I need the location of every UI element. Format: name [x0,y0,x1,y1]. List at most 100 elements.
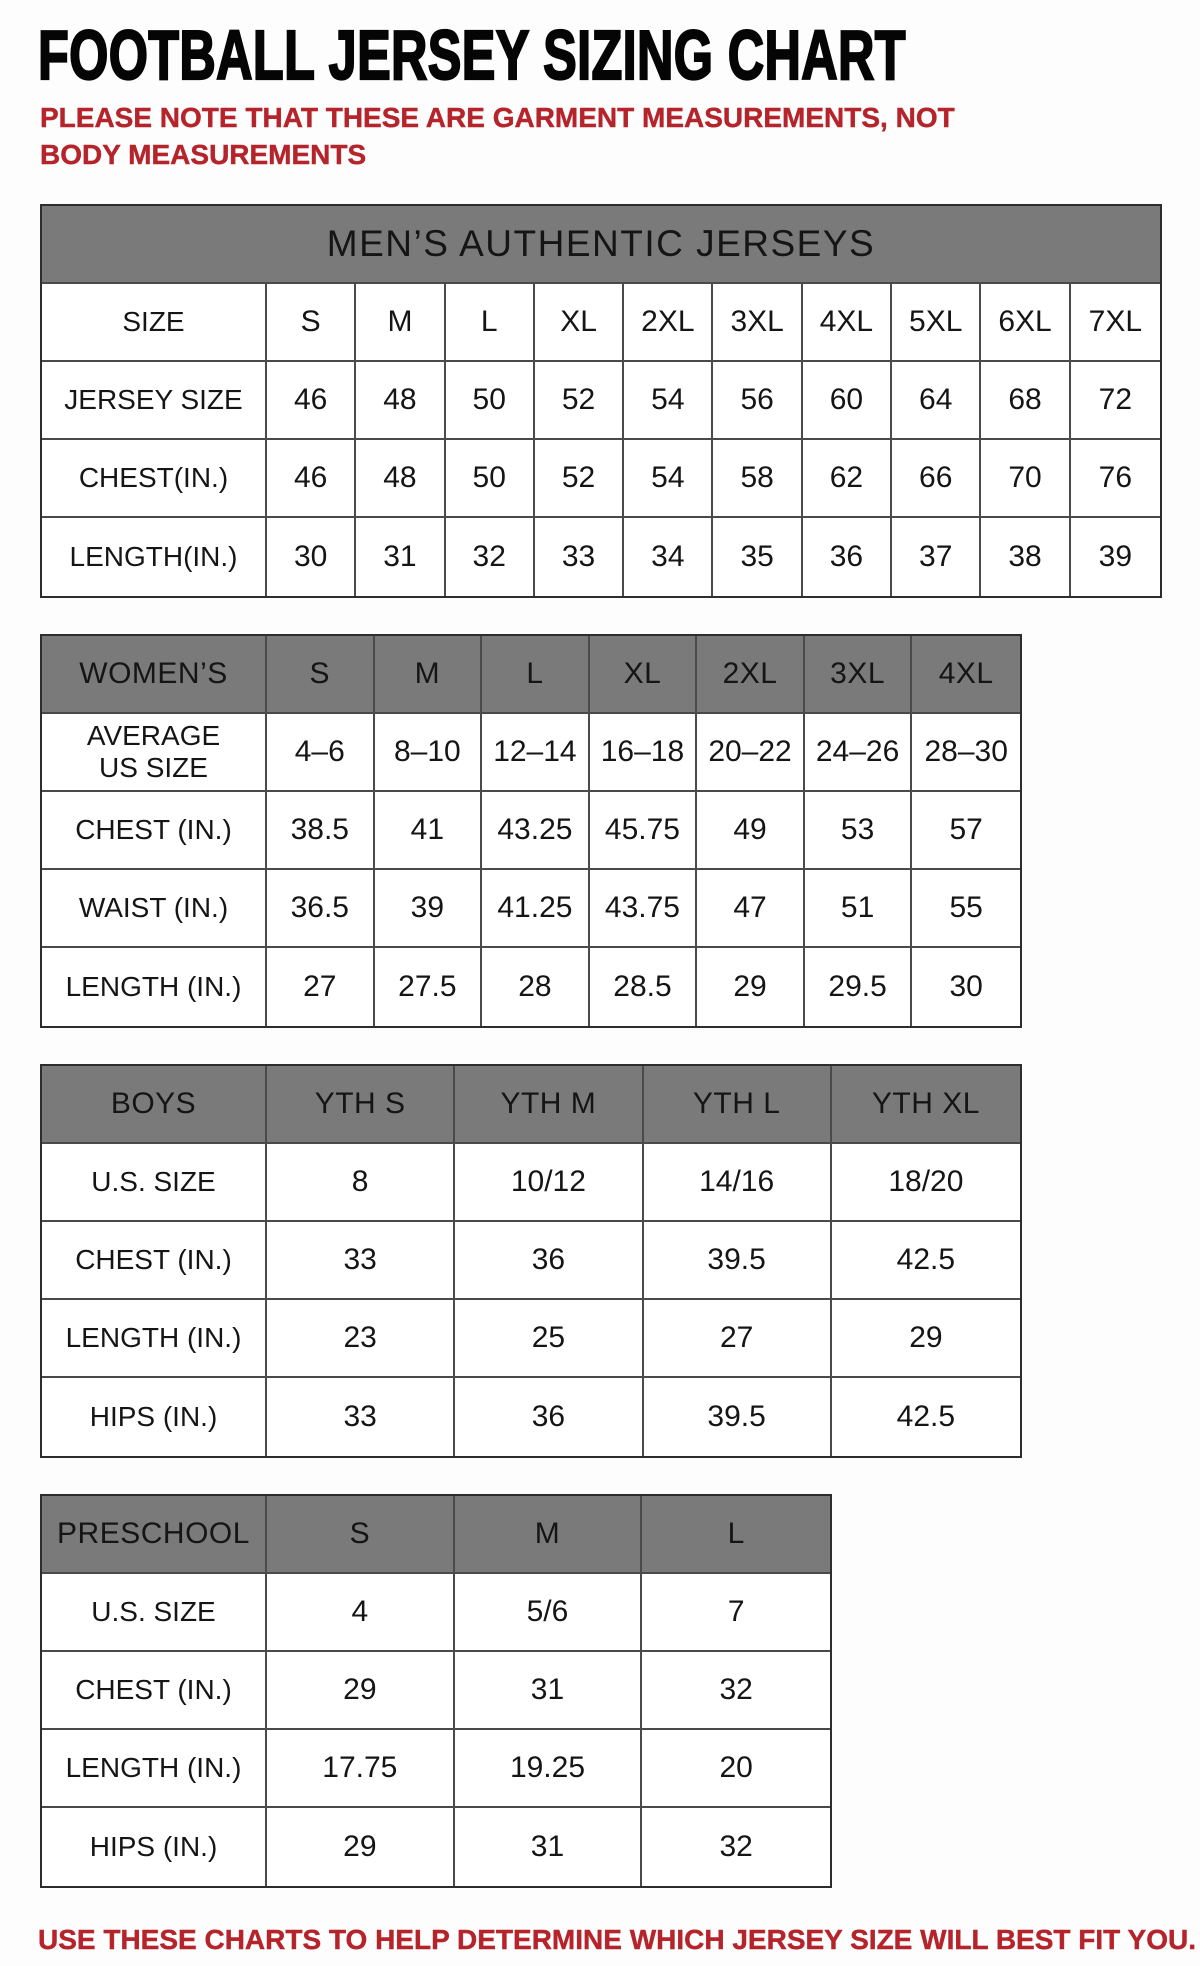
mens-value-cell: 2XL [624,283,714,362]
mens-value-cell: 52 [534,439,625,518]
boys-value-cell: 36 [455,1377,644,1456]
preschool-header-row: PRESCHOOL S M L [42,1495,830,1574]
preschool-row-label: LENGTH (IN.) [42,1729,267,1808]
mens-value-cell: S [267,283,357,362]
womens-value-cell: 41 [374,791,483,870]
womens-row-label: CHEST (IN.) [42,791,267,870]
womens-value-cell: 55 [912,870,1020,948]
boys-row-label: U.S. SIZE [42,1143,267,1222]
womens-value-cell: 8–10 [374,713,483,792]
mens-banner-row: MEN’S AUTHENTIC JERSEYS [42,205,1160,284]
preschool-value-cell: 4 [267,1573,455,1652]
womens-table-row: WAIST (IN.) 36.5 39 41.25 43.75 47 51 55 [42,869,1020,948]
boys-value-cell: 8 [267,1143,456,1222]
womens-sizing-table: WOMEN’S S M L XL 2XL 3XL 4XL AVERAGE US SIZE 4–6 8… [40,633,1022,1028]
womens-size-header: 4XL [912,635,1020,714]
footer-note: USE THESE CHARTS TO HELP DETERMINE WHICH… [38,1923,1196,1955]
womens-value-cell: 47 [697,869,805,948]
womens-value-cell: 16–18 [589,713,698,792]
preschool-row-label: CHEST (IN.) [42,1651,267,1730]
womens-value-cell: 4–6 [267,713,375,792]
mens-value-cell: 3XL [713,283,803,362]
womens-value-cell: 36.5 [267,869,375,948]
mens-value-cell: 46 [267,361,357,440]
boys-row-label: LENGTH (IN.) [42,1299,267,1378]
mens-value-cell: 70 [981,439,1071,518]
mens-value-cell: 52 [534,361,625,440]
preschool-table-row: HIPS (IN.) 29 31 32 [42,1807,830,1886]
boys-table-row: CHEST (IN.) 33 36 39.5 42.5 [42,1221,1020,1300]
mens-row-label: CHEST(IN.) [42,439,267,518]
womens-size-header: XL [589,635,698,714]
boys-value-cell: 42.5 [896,1399,956,1433]
mens-value-cell: 48 [356,361,446,440]
womens-row-label: WAIST (IN.) [42,869,267,948]
preschool-sizing-table: PRESCHOOL S M L U.S. SIZE 4 5/6 7 CHEST (IN.) 29 3… [40,1493,832,1888]
womens-value-cell: 49 [697,791,805,870]
boys-size-header: YTH XL [831,1065,1020,1144]
womens-table-row: CHEST (IN.) 38.5 41 43.25 45.75 49 53 57 [42,791,1020,870]
mens-value-cell: 37 [892,517,982,596]
preschool-table-row: CHEST (IN.) 29 31 32 [42,1651,830,1730]
boys-table-row: LENGTH (IN.) 23 25 27 29 [42,1299,1020,1378]
boys-table-row: U.S. SIZE 8 10/12 14/16 18/20 [42,1143,1020,1222]
preschool-value-cell: 32 [719,1829,753,1863]
preschool-value-cell: 32 [642,1652,830,1730]
mens-value-cell: 60 [802,361,893,440]
preschool-value-cell: 29 [267,1651,455,1730]
preschool-row-label: HIPS (IN.) [42,1807,267,1886]
womens-size-header: L [482,635,590,714]
boys-value-cell: 25 [455,1299,644,1378]
womens-value-cell: 45.75 [589,791,698,870]
boys-value-cell: 29 [831,1300,1020,1378]
mens-banner-title: MEN’S AUTHENTIC JERSEYS [42,205,1160,284]
womens-size-header: M [374,635,483,714]
womens-row-label: AVERAGE US SIZE [42,713,267,792]
preschool-table-row: LENGTH (IN.) 17.75 19.25 20 [42,1729,830,1808]
boys-size-header: YTH M [455,1065,644,1144]
mens-value-cell: 4XL [802,283,893,362]
womens-value-cell: 53 [804,791,913,870]
preschool-value-cell: 17.75 [267,1729,455,1808]
mens-value-cell: 56 [713,361,803,440]
womens-value-cell: 28–30 [912,714,1020,792]
mens-value-cell: 30 [267,517,357,596]
mens-value-cell: 48 [356,439,446,518]
boys-value-cell: 18/20 [831,1144,1020,1222]
mens-table-row: JERSEY SIZE 46 48 50 52 54 56 60 64 68 72 [42,361,1160,440]
womens-value-cell: 29 [697,947,805,1026]
boys-value-cell: 42.5 [831,1222,1020,1300]
womens-size-header: S [267,635,375,714]
preschool-size-header: M [454,1495,643,1574]
mens-row-label: SIZE [42,283,267,362]
boys-header-row: BOYS YTH S YTH M YTH L YTH XL [42,1065,1020,1144]
mens-value-cell: 62 [802,439,893,518]
mens-value-cell: 35 [713,517,803,596]
mens-value-cell: L [445,283,535,362]
mens-table-row: LENGTH(IN.) 30 31 32 33 34 35 36 37 38 39 [42,517,1160,596]
womens-value-cell: 27 [267,947,375,1026]
mens-value-cell: XL [534,283,625,362]
mens-row-label: JERSEY SIZE [42,361,267,440]
boys-row-label: CHEST (IN.) [42,1221,267,1300]
womens-table-row: LENGTH (IN.) 27 27.5 28 28.5 29 29.5 30 [42,947,1020,1026]
womens-value-cell: 28 [482,947,590,1026]
mens-table-row: SIZE S M L XL 2XL 3XL 4XL 5XL 6XL 7XL [42,283,1160,362]
womens-value-cell: 57 [912,792,1020,870]
preschool-size-header: S [267,1495,455,1574]
womens-value-cell: 27.5 [375,947,483,1026]
mens-value-cell: 64 [892,361,982,440]
mens-authentic-jerseys-table: MEN’S AUTHENTIC JERSEYS SIZE S M L XL 2XL 3XL 4X… [40,203,1162,598]
preschool-value-cell: 19.25 [454,1729,643,1808]
mens-value-cell: 58 [713,439,803,518]
womens-size-header: 3XL [804,635,913,714]
mens-value-cell: 68 [981,361,1071,440]
mens-value-cell: 34 [624,517,714,596]
mens-row-label: LENGTH(IN.) [42,517,267,596]
mens-value-cell: 7XL [1070,284,1160,362]
womens-header-label: WOMEN’S [42,635,267,714]
mens-value-cell: 32 [446,517,535,596]
boys-value-cell: 36 [455,1221,644,1300]
preschool-value-cell: 31 [454,1651,643,1730]
